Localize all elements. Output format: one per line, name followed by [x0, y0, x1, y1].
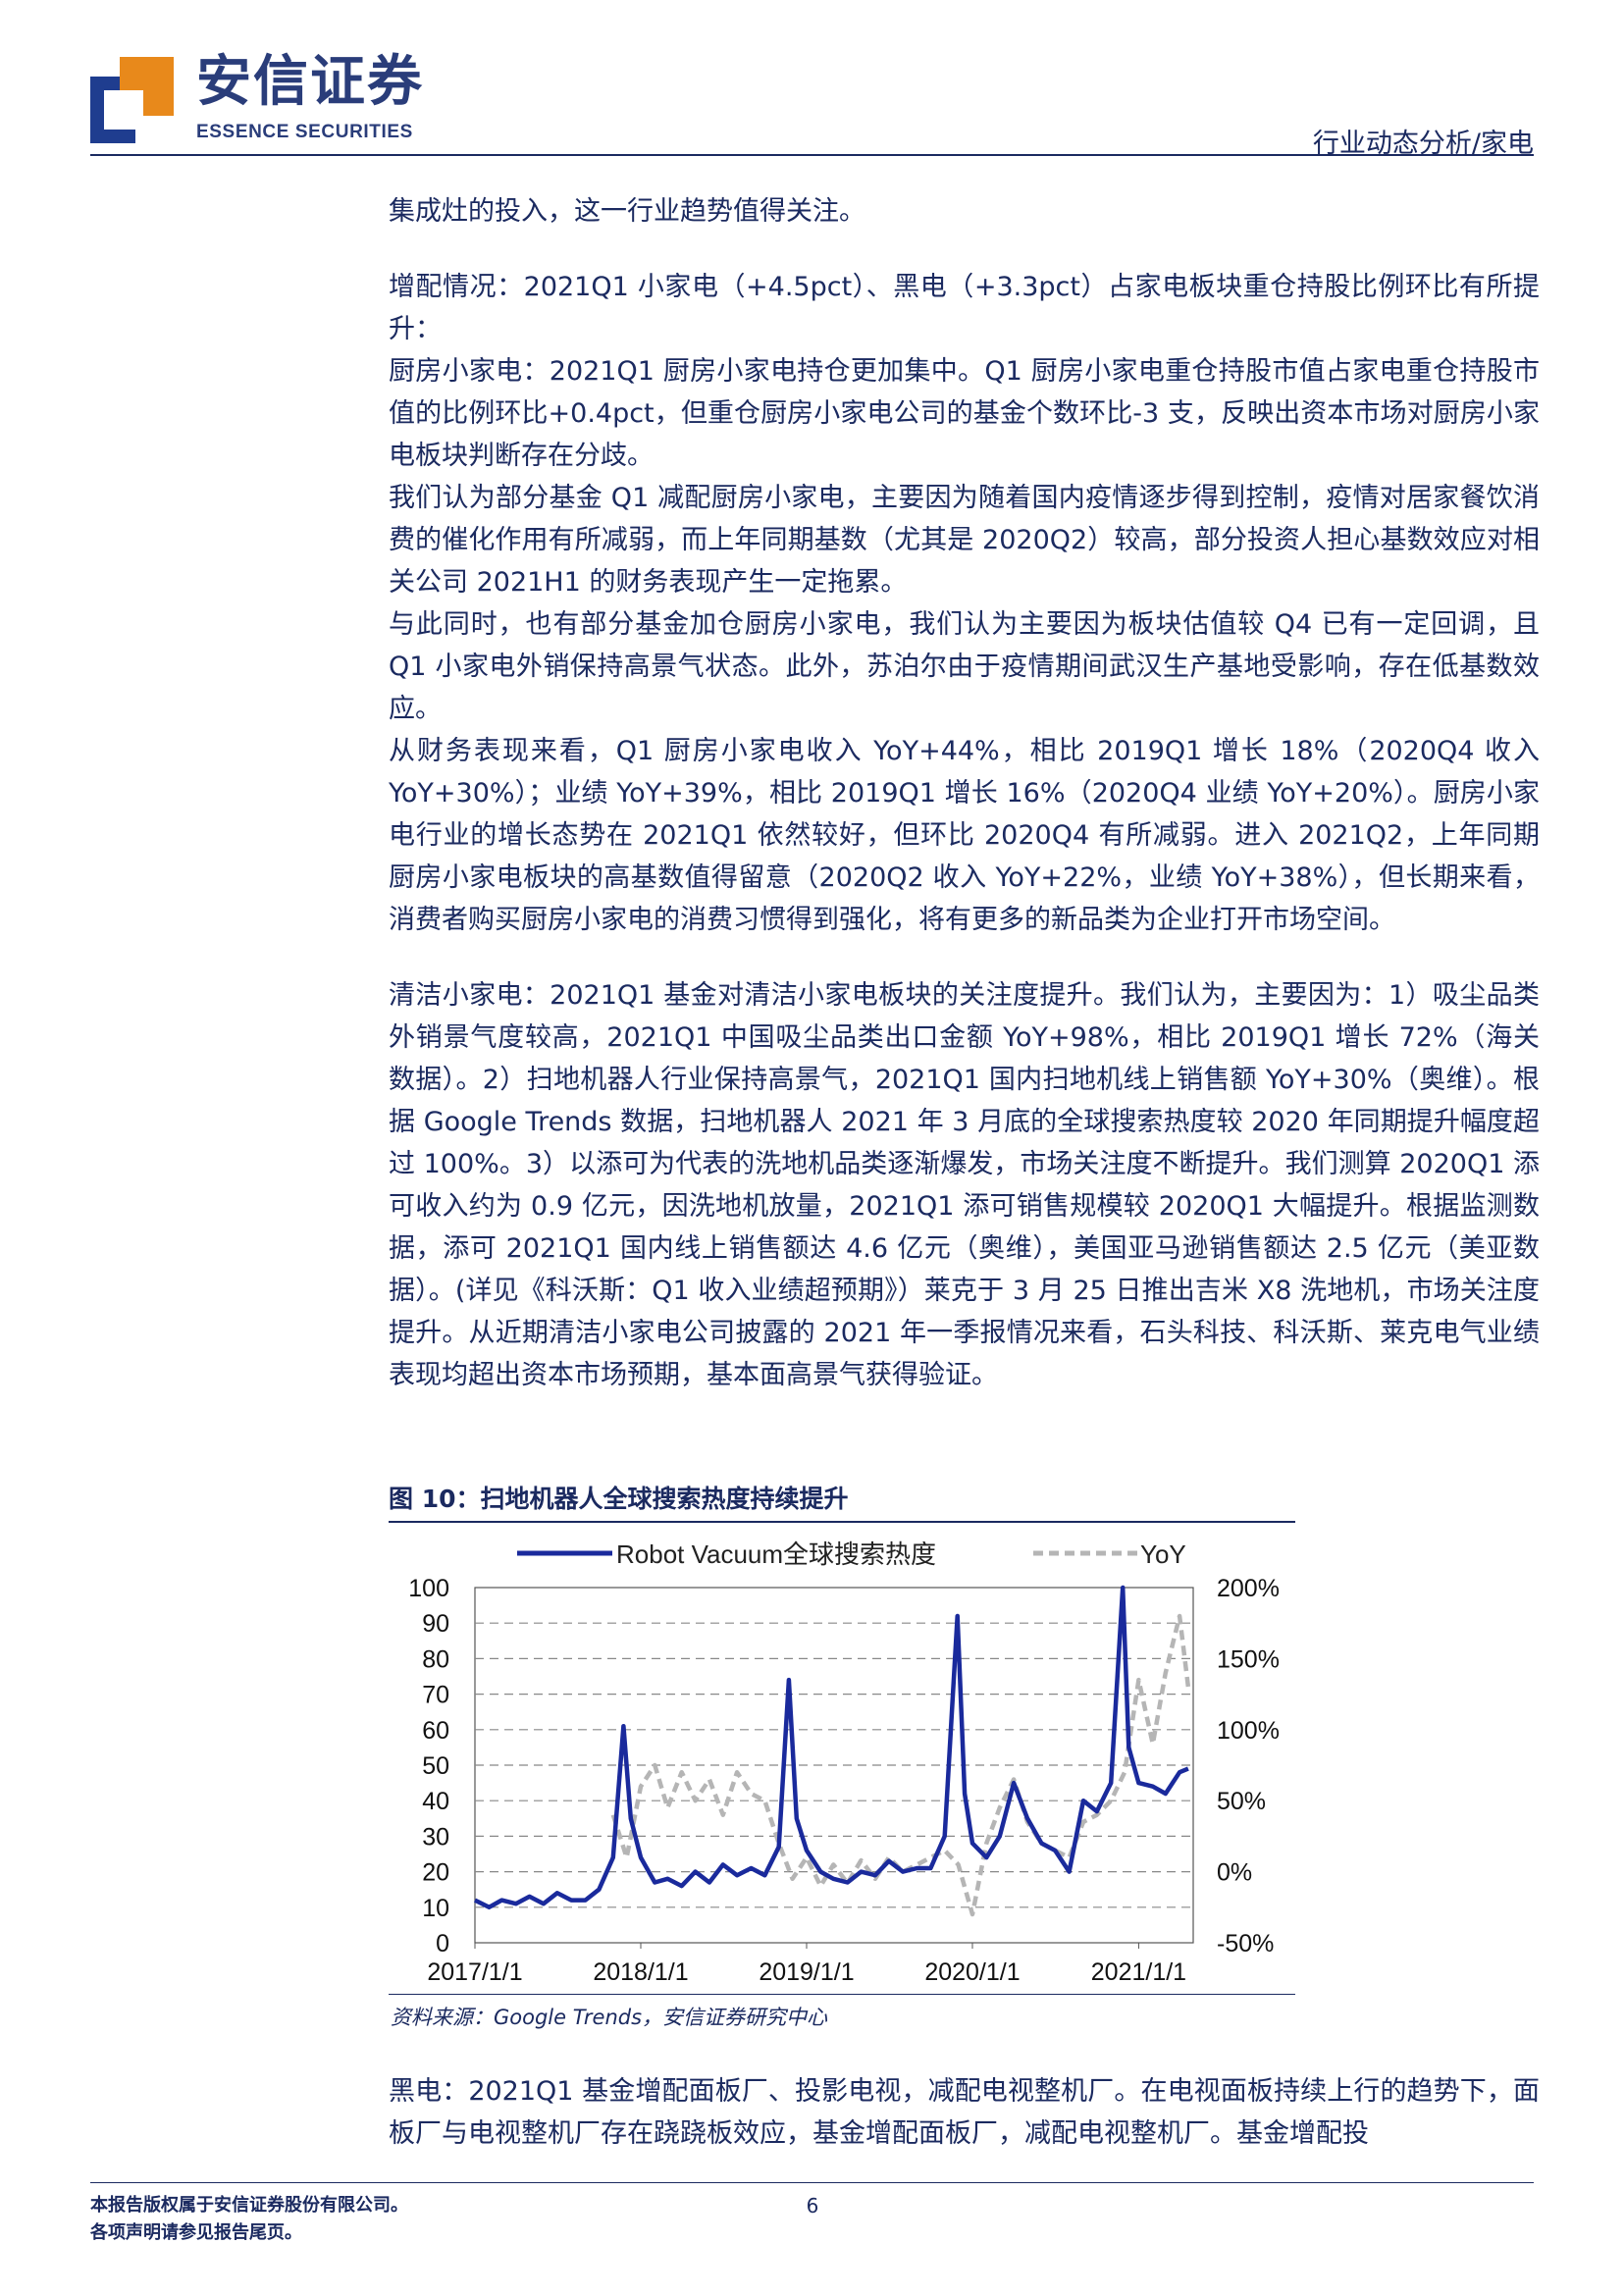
- footer-divider: [90, 2182, 1534, 2183]
- footer-disclaimer: 本报告版权属于安信证券股份有限公司。 各项声明请参见报告尾页。: [90, 2192, 408, 2247]
- y-right-tick-label: 0%: [1217, 1859, 1252, 1887]
- y-left-tick-label: 100: [408, 1575, 449, 1602]
- series-line-search-heat: [473, 1585, 1189, 1910]
- series-line-yoy: [610, 1613, 1191, 1917]
- essence-logo-icon: [90, 57, 174, 143]
- footer-notice: 各项声明请参见报告尾页。: [90, 2222, 302, 2243]
- paragraph-gap: [389, 941, 1540, 974]
- brand-name-en: ESSENCE SECURITIES: [196, 122, 413, 142]
- paragraph: 我们认为部分基金 Q1 减配厨房小家电，主要因为随着国内疫情逐步得到控制，疫情对…: [389, 483, 1540, 598]
- report-category: 行业动态分析/家电: [1312, 129, 1534, 159]
- y-right-tick-label: 200%: [1217, 1575, 1280, 1602]
- y-right-tick-label: -50%: [1217, 1930, 1274, 1957]
- x-tick-label: 2019/1/1: [759, 1958, 854, 1986]
- y-left-tick-label: 40: [422, 1788, 449, 1815]
- figure-source: 资料来源：Google Trends，安信证券研究中心: [391, 2006, 828, 2029]
- legend-label-search-heat: Robot Vacuum全球搜索热度: [616, 1539, 936, 1569]
- y-left-tick-label: 60: [422, 1717, 449, 1745]
- footer-copyright: 本报告版权属于安信证券股份有限公司。: [90, 2195, 408, 2216]
- y-left-tick-label: 90: [422, 1610, 449, 1638]
- paragraph: 增配情况：2021Q1 小家电（+4.5pct）、黑电（+3.3pct）占家电板…: [389, 272, 1540, 344]
- chart: 0 10 20 30 40 50 60 70 80 90 100 -50% 0% 50% 100% 150% 2…: [389, 1527, 1295, 1988]
- figure-bottom-rule: [389, 1994, 1295, 1995]
- y-left-tick-label: 80: [422, 1645, 449, 1673]
- y-right-tick-label: 100%: [1217, 1717, 1280, 1745]
- body-text-continued: 黑电：2021Q1 基金增配面板厂、投影电视，减配电视整机厂。在电视面板持续上行…: [389, 2070, 1540, 2155]
- body-text: 集成灶的投入，这一行业趋势值得关注。 增配情况：2021Q1 小家电（+4.5p…: [389, 190, 1540, 1396]
- y-left-tick-label: 70: [422, 1682, 449, 1709]
- y-left-tick-label: 50: [422, 1752, 449, 1780]
- paragraph: 集成灶的投入，这一行业趋势值得关注。: [389, 196, 865, 227]
- figure-top-rule: [389, 1521, 1295, 1523]
- y-right-tick-label: 150%: [1217, 1645, 1280, 1673]
- header-divider: [90, 154, 1534, 156]
- chart-svg: 0 10 20 30 40 50 60 70 80 90 100 -50% 0% 50% 100% 150% 2…: [408, 1539, 1280, 1986]
- figure-title: 图 10：扫地机器人全球搜索热度持续提升: [389, 1485, 849, 1513]
- y-left-tick-label: 0: [436, 1930, 449, 1957]
- paragraph: 从财务表现来看，Q1 厨房小家电收入 YoY+44%，相比 2019Q1 增长 …: [389, 736, 1540, 935]
- y-left-tick-label: 30: [422, 1823, 449, 1851]
- y-right-tick-label: 50%: [1217, 1788, 1266, 1815]
- x-tick-label: 2020/1/1: [924, 1958, 1020, 1986]
- x-tick-label: 2021/1/1: [1091, 1958, 1186, 1986]
- page-number: 6: [806, 2194, 819, 2218]
- paragraph: 厨房小家电：2021Q1 厨房小家电持仓更加集中。Q1 厨房小家电重仓持股市值占…: [389, 356, 1540, 471]
- paragraph: 与此同时，也有部分基金加仓厨房小家电，我们认为主要因为板块估值较 Q4 已有一定…: [389, 609, 1540, 724]
- x-tick-label: 2018/1/1: [593, 1958, 688, 1986]
- y-left-tick-label: 10: [422, 1895, 449, 1922]
- legend-label-yoy: YoY: [1140, 1539, 1186, 1569]
- x-tick-label: 2017/1/1: [427, 1958, 522, 1986]
- paragraph-gap: [389, 233, 1540, 266]
- paragraph: 清洁小家电：2021Q1 基金对清洁小家电板块的关注度提升。我们认为，主要因为：…: [389, 980, 1540, 1390]
- brand-name: 安信证券: [196, 50, 424, 114]
- y-left-tick-label: 20: [422, 1859, 449, 1887]
- paragraph: 黑电：2021Q1 基金增配面板厂、投影电视，减配电视整机厂。在电视面板持续上行…: [389, 2076, 1540, 2149]
